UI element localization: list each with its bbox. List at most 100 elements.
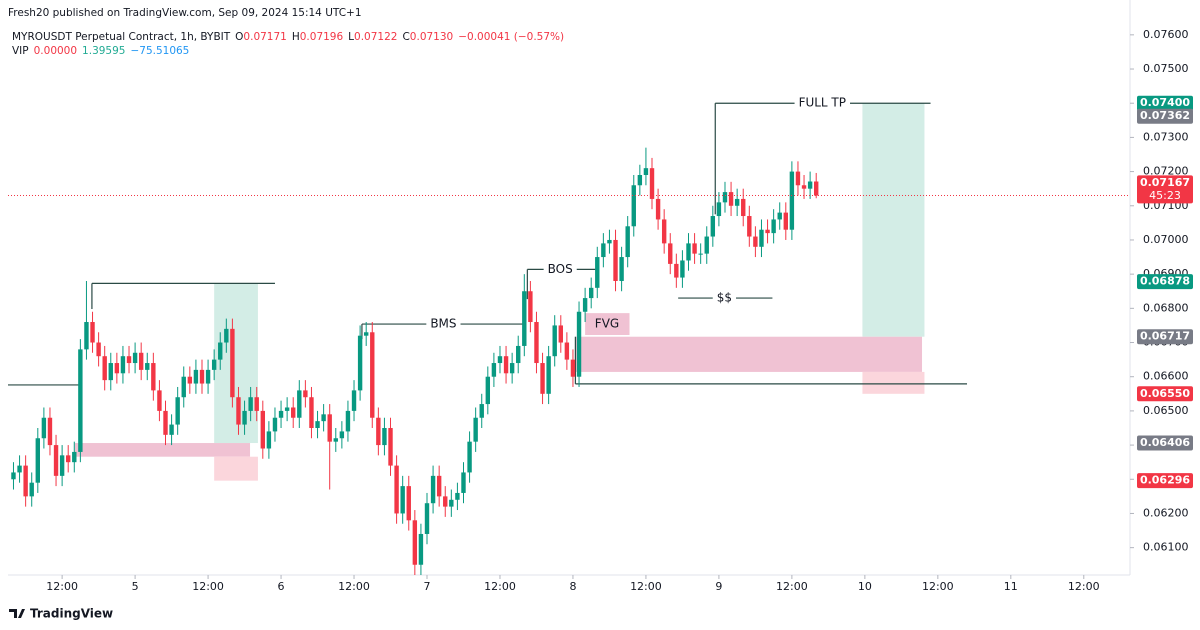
- candle-body: [138, 352, 144, 370]
- publisher: Fresh20 published on TradingView.com, Se…: [8, 7, 362, 19]
- candle-body: [236, 397, 241, 425]
- candle-body: [509, 363, 515, 374]
- label-backdrop: [712, 290, 737, 305]
- candle-body: [309, 397, 314, 428]
- y-tick-label: 0.07500: [1143, 62, 1189, 75]
- candle-body: [394, 465, 399, 514]
- indicator-value: 0.00000: [34, 45, 77, 57]
- candle-body: [400, 486, 405, 514]
- candle-body: [801, 185, 807, 189]
- candle-body: [789, 171, 795, 230]
- candle-body: [503, 356, 509, 374]
- candle-body: [151, 363, 156, 391]
- candle-body: [315, 421, 320, 428]
- candle-body: [625, 226, 630, 258]
- candle-body: [412, 520, 418, 565]
- candle-body: [120, 356, 126, 374]
- candle-body: [327, 414, 332, 442]
- candle-body: [601, 243, 606, 258]
- ohlc-key: O: [235, 31, 243, 43]
- y-tick-label: 0.07600: [1143, 28, 1189, 41]
- candle-body: [747, 216, 752, 237]
- candle-body: [169, 424, 174, 435]
- x-tick-label: 12:00: [484, 580, 516, 593]
- candle-body: [722, 192, 728, 203]
- candle-body: [619, 257, 624, 281]
- y-tick-label: 0.06500: [1143, 404, 1189, 417]
- candle-body: [552, 325, 557, 357]
- change: −0.00041 (−0.57%): [458, 31, 564, 43]
- candle-body: [72, 451, 77, 463]
- candle-body: [698, 253, 703, 255]
- y-tick-label: 0.06600: [1143, 370, 1189, 383]
- candle-body: [807, 181, 813, 189]
- candle-body: [297, 390, 302, 418]
- candle-body: [84, 322, 89, 350]
- price-badge-label: 0.06296: [1140, 474, 1190, 487]
- footer-brand: TradingView: [30, 607, 113, 621]
- candle-body: [753, 236, 758, 247]
- candle-body: [661, 219, 667, 244]
- candle-body: [716, 202, 722, 217]
- candle-body: [491, 363, 497, 377]
- candle-body: [163, 410, 168, 435]
- price-badge-label: 0.07400: [1140, 96, 1190, 109]
- candle-body: [345, 410, 351, 432]
- label-backdrop: [794, 95, 851, 110]
- candle-body: [710, 216, 716, 237]
- candle-body: [528, 291, 533, 323]
- drawing-label: FVG: [595, 317, 619, 331]
- candle-body: [357, 335, 363, 391]
- candle-body: [218, 342, 223, 360]
- ohlc-value: 0.07122: [354, 31, 397, 43]
- candle-body: [351, 390, 357, 411]
- candle-body: [479, 404, 484, 418]
- candle-body: [59, 455, 65, 476]
- zone-box: [74, 443, 251, 457]
- candle-body: [205, 369, 211, 384]
- candle-body: [814, 181, 819, 196]
- candle-body: [181, 376, 186, 398]
- candle-body: [199, 369, 205, 384]
- candle-body: [406, 486, 411, 521]
- candle-body: [388, 427, 393, 466]
- candle-body: [741, 198, 746, 217]
- candle-body: [248, 397, 253, 411]
- candle-body: [546, 356, 551, 394]
- x-tick-label: 9: [715, 580, 722, 593]
- price-badge-label: 0.06406: [1140, 436, 1190, 449]
- drawing-label: FULL TP: [799, 96, 846, 110]
- candle-body: [260, 410, 266, 449]
- candle-body: [47, 417, 53, 446]
- candle-body: [90, 322, 95, 343]
- x-tick-label: 12:00: [1068, 580, 1100, 593]
- candle-body: [424, 503, 430, 534]
- y-tick-label: 0.06100: [1143, 541, 1189, 554]
- x-tick-label: 7: [424, 580, 431, 593]
- candle-body: [230, 328, 235, 398]
- candle-body: [157, 390, 162, 411]
- candle-body: [443, 496, 448, 507]
- x-tick-label: 10: [858, 580, 872, 593]
- candle-body: [497, 356, 503, 364]
- candle-body: [655, 198, 661, 220]
- candle-body: [534, 322, 539, 364]
- candle-body: [795, 171, 801, 186]
- candle-body: [449, 499, 454, 507]
- candle-body: [649, 168, 655, 199]
- candle-body: [175, 397, 180, 425]
- label-backdrop: [426, 316, 461, 331]
- price-badge: [1137, 435, 1193, 451]
- candle-body: [35, 438, 40, 483]
- price-badge: [1137, 95, 1193, 111]
- candle-body: [126, 356, 132, 364]
- candle-body: [145, 363, 150, 370]
- candle-body: [686, 243, 691, 261]
- ohlc-key: L: [348, 31, 354, 43]
- y-tick-label: 0.06200: [1143, 506, 1189, 519]
- candle-body: [674, 263, 679, 278]
- zone-box: [862, 371, 925, 394]
- candle-body: [303, 390, 308, 398]
- candle-body: [418, 533, 424, 565]
